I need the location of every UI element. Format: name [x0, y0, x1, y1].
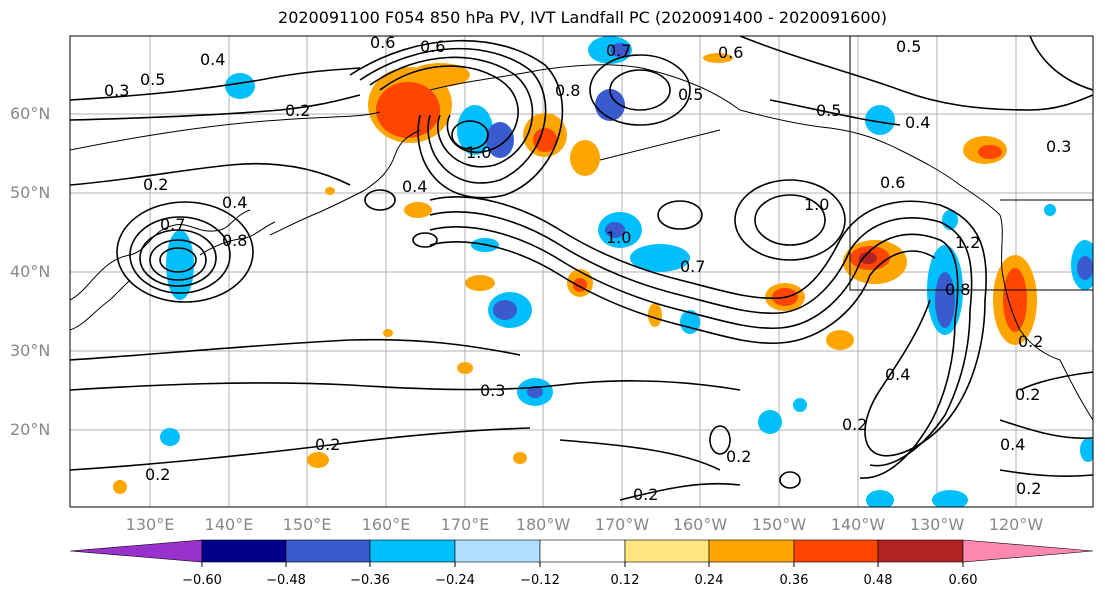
colorbar-segment — [202, 540, 286, 562]
colorbar-tick-label: −0.36 — [335, 573, 405, 588]
colorbar — [0, 0, 1105, 601]
colorbar-segment — [878, 540, 963, 562]
colorbar-segment — [286, 540, 370, 562]
colorbar-tick-label: −0.12 — [505, 573, 575, 588]
colorbar-tick-label: −0.24 — [420, 573, 490, 588]
colorbar-tick-label: −0.60 — [167, 573, 237, 588]
colorbar-tick-label: 0.48 — [843, 573, 913, 588]
colorbar-segment — [963, 540, 1093, 562]
colorbar-segment — [625, 540, 709, 562]
colorbar-segment — [370, 540, 455, 562]
colorbar-segment — [70, 540, 202, 562]
colorbar-tickmarks — [202, 562, 963, 567]
colorbar-segment — [794, 540, 878, 562]
colorbar-segment — [709, 540, 794, 562]
colorbar-tick-label: 0.60 — [928, 573, 998, 588]
colorbar-tick-label: −0.48 — [251, 573, 321, 588]
colorbar-tick-label: 0.12 — [590, 573, 660, 588]
colorbar-tick-label: 0.24 — [674, 573, 744, 588]
colorbar-segment — [540, 540, 625, 562]
colorbar-segments — [70, 540, 1093, 562]
colorbar-tick-label: 0.36 — [759, 573, 829, 588]
colorbar-segment — [455, 540, 540, 562]
